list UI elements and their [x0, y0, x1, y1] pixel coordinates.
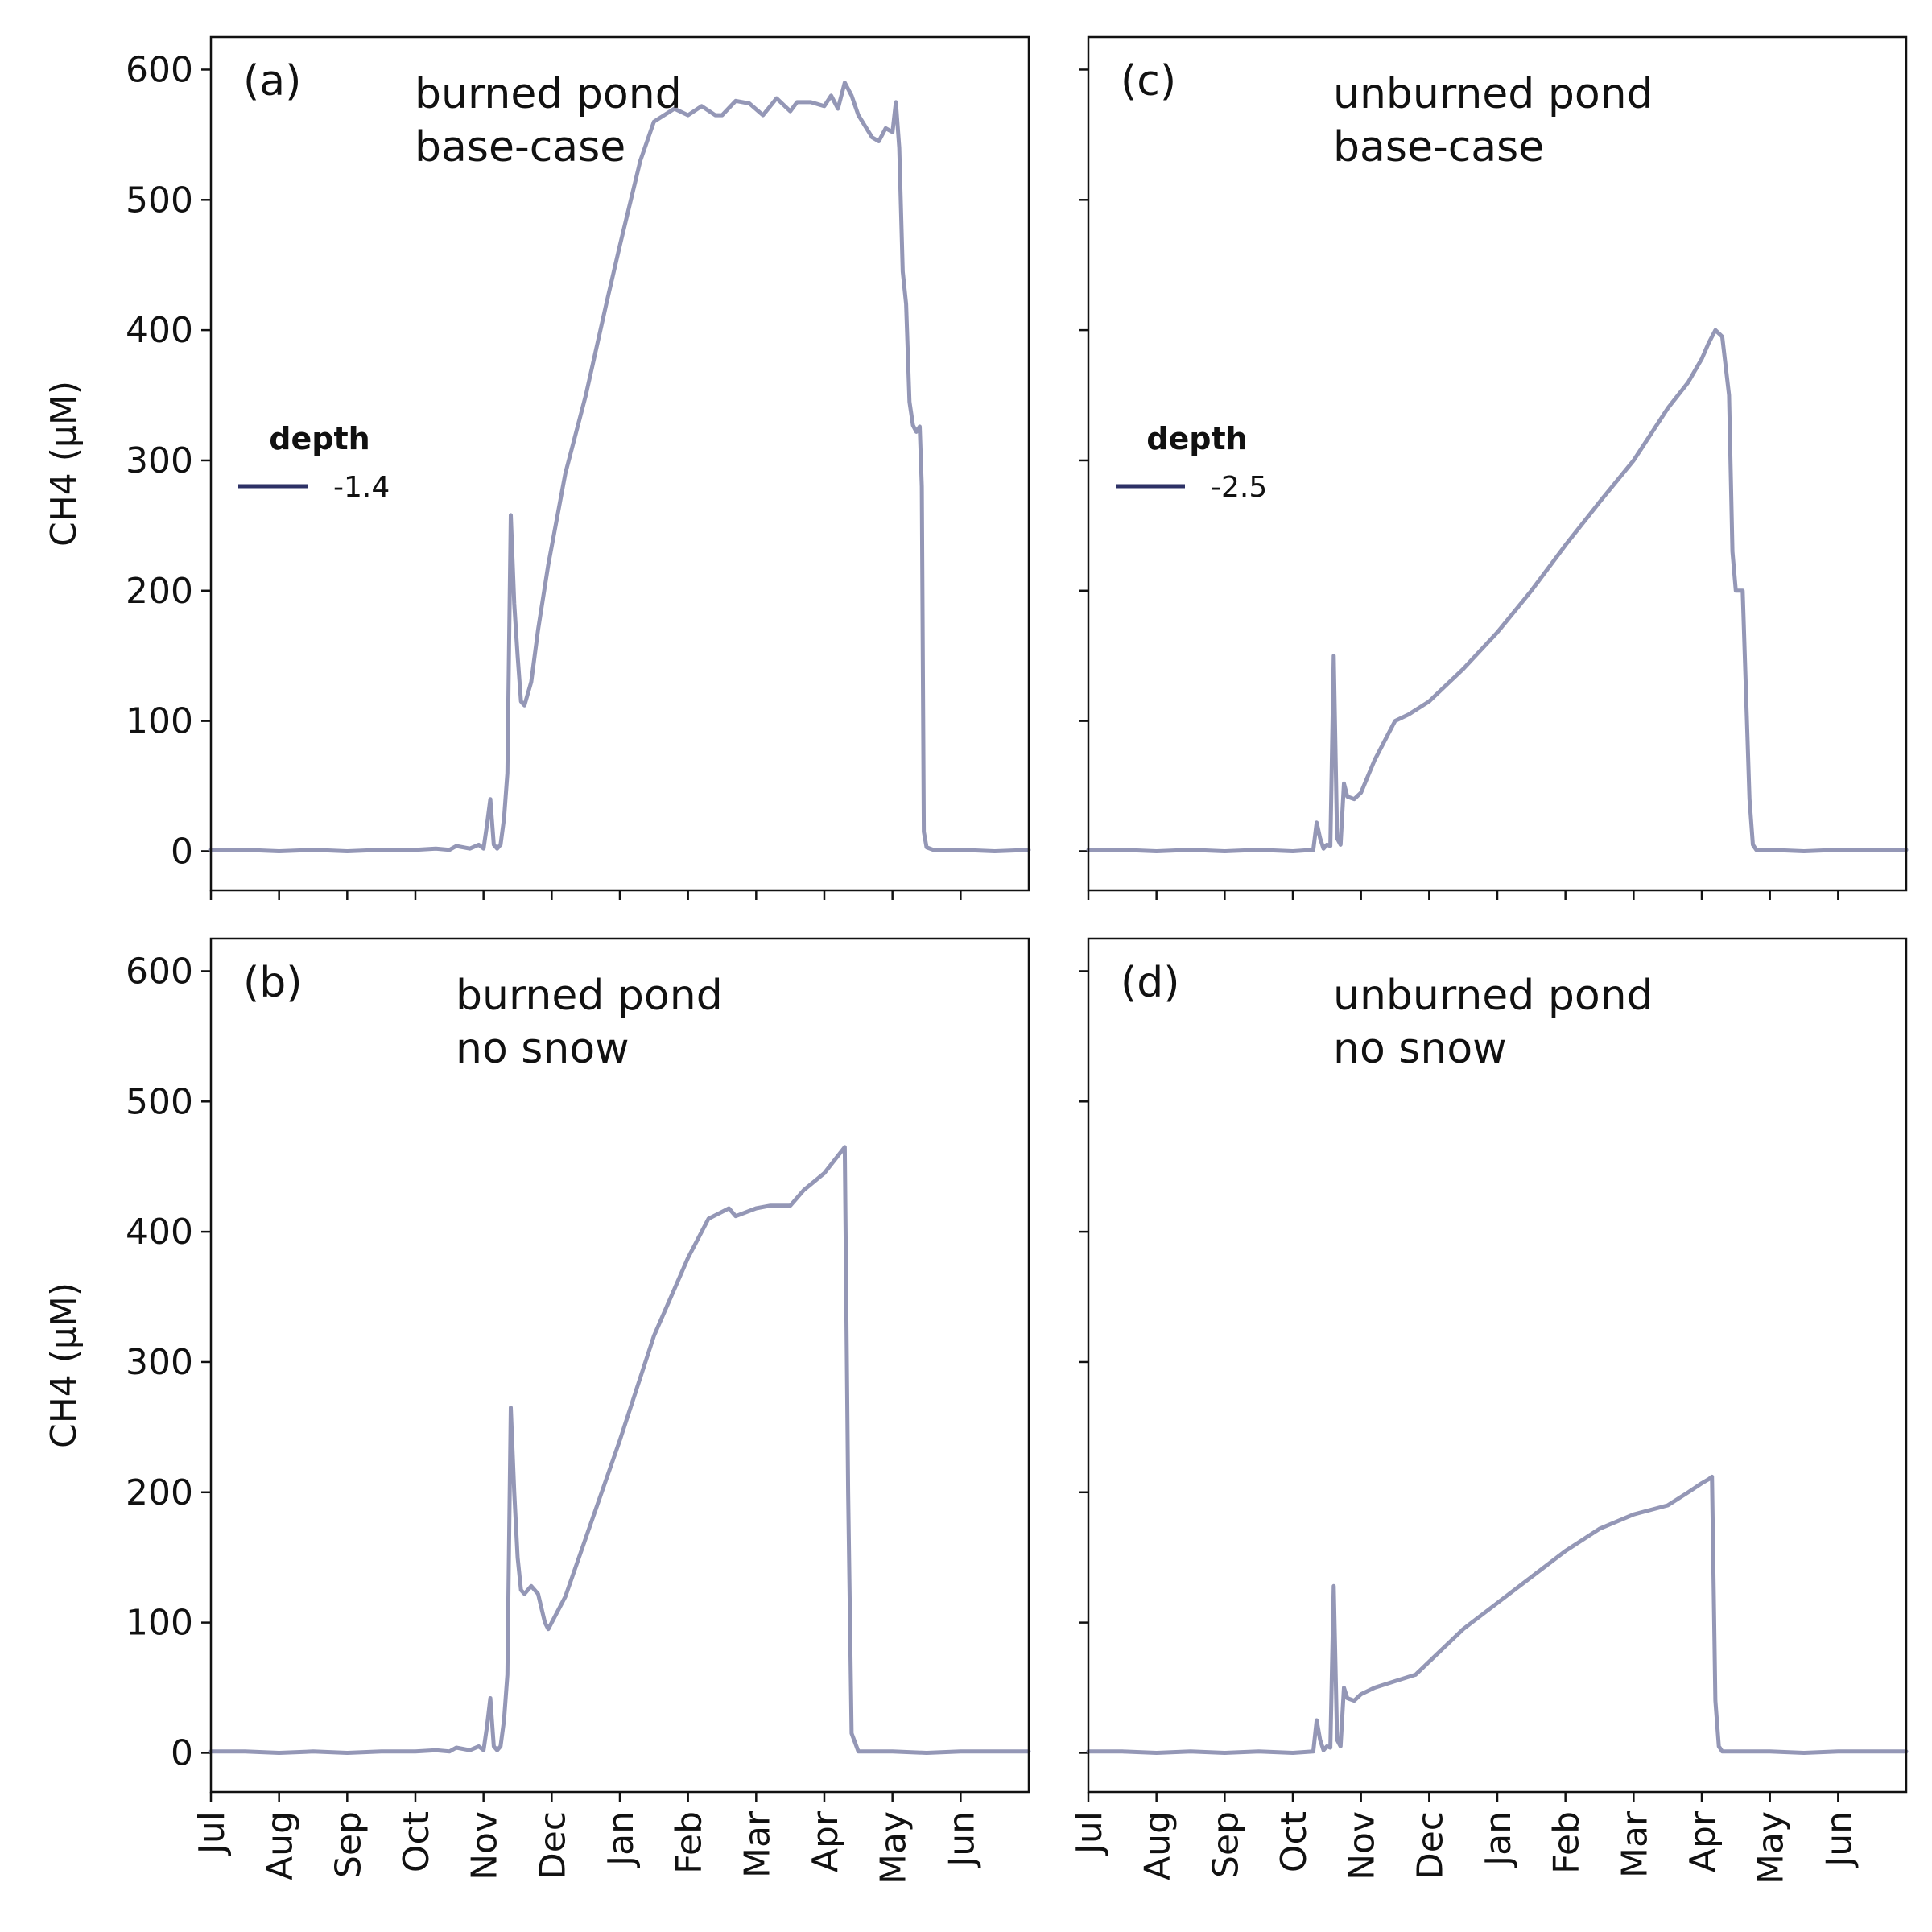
series-line: [1086, 1474, 1909, 1755]
plot-frame: [1087, 35, 1908, 892]
panel-title-line: burned pond: [456, 972, 723, 1020]
panel-b: 0 100 200 300 400 500 600 Jul Aug Sep Oct Nov Dec Jan…: [43, 937, 1031, 1885]
x-tick-label: Jan: [1478, 1811, 1519, 1868]
x-tick-label: Oct: [396, 1811, 437, 1872]
x-tick-label: Feb: [1546, 1811, 1587, 1874]
x-tick-label: May: [873, 1811, 914, 1885]
plot-frame: [209, 35, 1030, 892]
legend-entry: -2.5: [1211, 471, 1267, 504]
x-tick-label: Mar: [737, 1810, 778, 1878]
y-axis-label: CH4 (μM): [43, 1282, 85, 1448]
x-tick-label: Jul: [1069, 1811, 1110, 1856]
series-line: [208, 80, 1031, 853]
y-tick-label: 500: [126, 180, 193, 221]
y-tick-label: 200: [126, 1472, 193, 1513]
y-tick-label: 0: [171, 831, 193, 872]
x-tick-label: Feb: [669, 1811, 710, 1874]
x-tick-label: Nov: [464, 1811, 506, 1880]
panel-title-line: burned pond: [415, 70, 682, 118]
legend-title: depth: [1146, 421, 1247, 456]
panel-c: (c) unburned pond base-case depth -2.5: [1079, 35, 1909, 900]
panel-d: Jul Aug Sep Oct Nov Dec Jan Feb Mar Apr May Jun (d) u…: [1069, 937, 1909, 1885]
series-line: [208, 1145, 1031, 1755]
y-tick-label: 0: [171, 1732, 193, 1773]
x-tick-label: Oct: [1274, 1811, 1315, 1872]
y-tick-label: 400: [126, 1212, 193, 1253]
panel-title-line: no snow: [456, 1025, 630, 1073]
x-tick-label: Dec: [532, 1811, 573, 1880]
y-tick-label: 300: [126, 1342, 193, 1383]
panel-a: 0 100 200 300 400 500 600 CH4 (μM) (a) burned pon…: [43, 35, 1031, 900]
x-tick-label: Sep: [1205, 1811, 1246, 1878]
x-tick-label: Jun: [1818, 1811, 1860, 1869]
plot-frame: [1087, 937, 1908, 1794]
panel-label: (d): [1121, 959, 1180, 1007]
panel-title-line: base-case: [1333, 123, 1544, 171]
x-tick-label: Aug: [1137, 1811, 1179, 1880]
y-tick-label: 200: [126, 571, 193, 612]
series-line: [1086, 328, 1909, 853]
x-tick-label: Dec: [1410, 1811, 1451, 1880]
x-tick-label: Mar: [1614, 1810, 1655, 1878]
x-tick-label: May: [1751, 1811, 1792, 1885]
y-tick-label: 100: [126, 1603, 193, 1644]
plot-frame: [209, 937, 1030, 1794]
y-tick-label: 600: [126, 49, 193, 90]
x-tick-label: Jul: [192, 1811, 233, 1856]
panel-label: (a): [243, 57, 301, 105]
panel-title-line: unburned pond: [1333, 972, 1653, 1020]
x-tick-label: Jan: [601, 1811, 642, 1868]
x-tick-label: Nov: [1342, 1811, 1383, 1880]
panel-title-line: no snow: [1333, 1025, 1507, 1073]
legend-entry: -1.4: [333, 471, 390, 504]
x-tick-label: Jun: [941, 1811, 982, 1869]
x-tick-label: Apr: [805, 1810, 846, 1872]
y-tick-label: 400: [126, 310, 193, 351]
x-tick-label: Aug: [260, 1811, 301, 1880]
x-tick-label: Sep: [328, 1811, 369, 1878]
panel-label: (c): [1121, 57, 1176, 105]
y-tick-label: 300: [126, 440, 193, 481]
y-tick-label: 500: [126, 1081, 193, 1122]
panel-title-line: unburned pond: [1333, 70, 1653, 118]
y-tick-label: 600: [126, 951, 193, 992]
legend-title: depth: [269, 421, 369, 456]
panel-label: (b): [243, 959, 303, 1007]
x-tick-label: Apr: [1682, 1810, 1724, 1872]
y-tick-label: 100: [126, 701, 193, 742]
panel-title-line: base-case: [415, 123, 625, 171]
y-axis-label: CH4 (μM): [43, 381, 85, 547]
